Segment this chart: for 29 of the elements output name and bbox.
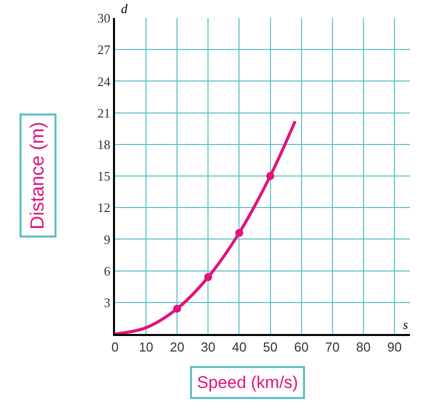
x-tick-label: 50 xyxy=(263,340,278,355)
y-axis-title: Distance (m) xyxy=(28,122,48,230)
x-tick-label: 40 xyxy=(232,340,246,355)
x-axis-title: Speed (km/s) xyxy=(197,373,298,392)
x-tick-label: 60 xyxy=(294,340,309,355)
x-tick-label: 30 xyxy=(200,340,216,355)
annotation: s xyxy=(403,317,408,332)
y-tick-label: 27 xyxy=(97,42,111,58)
y-tick-label: 3 xyxy=(104,294,110,310)
y-tick-label: 6 xyxy=(104,263,111,278)
line-series xyxy=(115,120,297,334)
point xyxy=(204,273,212,282)
text: d xyxy=(121,1,128,16)
y-tick-label: 9 xyxy=(104,232,110,247)
y-tick-label: 24 xyxy=(97,74,111,89)
point xyxy=(266,172,274,180)
x-tick-label: 0 xyxy=(111,340,119,355)
y-tick-label: 21 xyxy=(97,105,110,120)
point xyxy=(173,304,182,313)
y-tick-label: 12 xyxy=(97,200,110,216)
y-tick-label: 15 xyxy=(97,168,110,184)
point xyxy=(235,228,244,237)
x-tick-label: 80 xyxy=(356,340,371,355)
y-tick-label: 18 xyxy=(97,136,110,152)
x-tick-label: 10 xyxy=(138,340,154,355)
y-tick-label: 30 xyxy=(97,10,110,26)
x-tick-label: 90 xyxy=(387,340,402,355)
x-tick-label: 20 xyxy=(170,340,184,355)
x-tick-label: 70 xyxy=(325,340,340,355)
